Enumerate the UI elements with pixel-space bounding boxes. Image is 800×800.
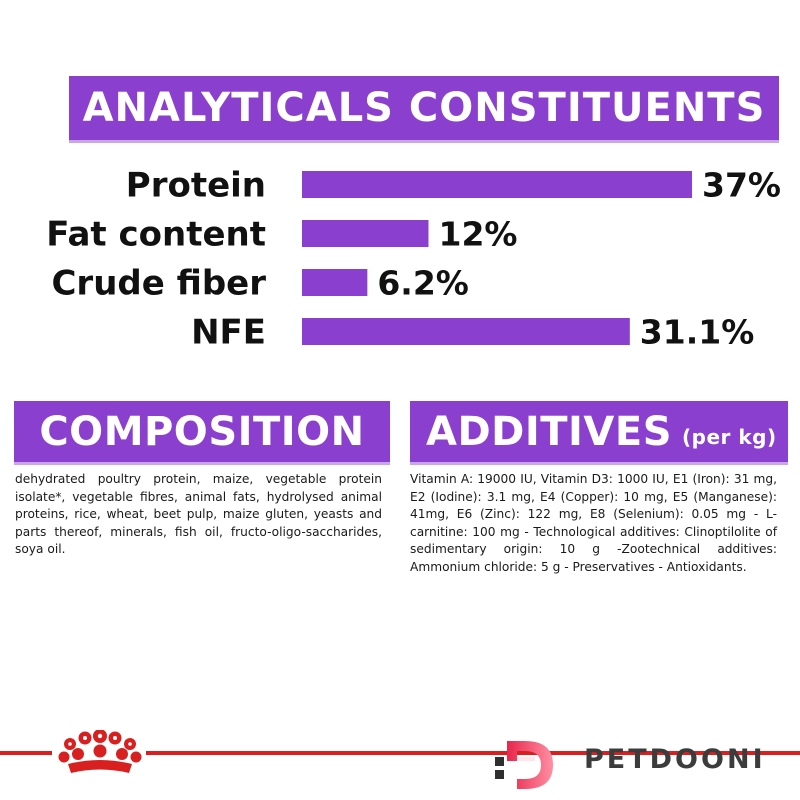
analytics-bar-chart: Protein 37% Fat content 12% Crude fiber 6.2% N… (46, 166, 781, 353)
category-label: NFE (191, 313, 266, 353)
category-label: Fat content (46, 215, 266, 255)
value-label: 12% (438, 215, 517, 254)
bar (302, 220, 429, 247)
value-label: 31.1% (640, 313, 755, 352)
category-label: Crude fiber (51, 264, 266, 304)
analytics-title-banner: ANALYTICALS CONSTITUENTS (69, 76, 779, 143)
footer-red-line-left (0, 751, 52, 755)
analytics-title: ANALYTICALS CONSTITUENTS (82, 85, 766, 131)
bar (302, 171, 692, 198)
category-label: Protein (126, 166, 266, 206)
composition-title-banner: COMPOSITION (14, 401, 390, 465)
petdooni-logo-icon (495, 741, 553, 789)
value-label: 6.2% (377, 264, 469, 303)
royal-canin-crown-icon (58, 730, 142, 773)
bar (302, 269, 368, 296)
bar (302, 318, 630, 345)
composition-title: COMPOSITION (39, 408, 365, 455)
composition-text: dehydrated poultry protein, maize, veget… (15, 472, 382, 557)
footer-red-line-right (146, 751, 800, 755)
additives-title-banner: ADDITIVES (per kg) (410, 401, 788, 465)
additives-title: ADDITIVES (426, 408, 673, 455)
petdooni-brand-name: PETDOONI (584, 744, 766, 775)
additives-unit: (per kg) (682, 424, 777, 449)
additives-text: Vitamin A: 19000 IU, Vitamin D3: 1000 IU… (410, 472, 777, 574)
value-label: 37% (702, 166, 781, 205)
